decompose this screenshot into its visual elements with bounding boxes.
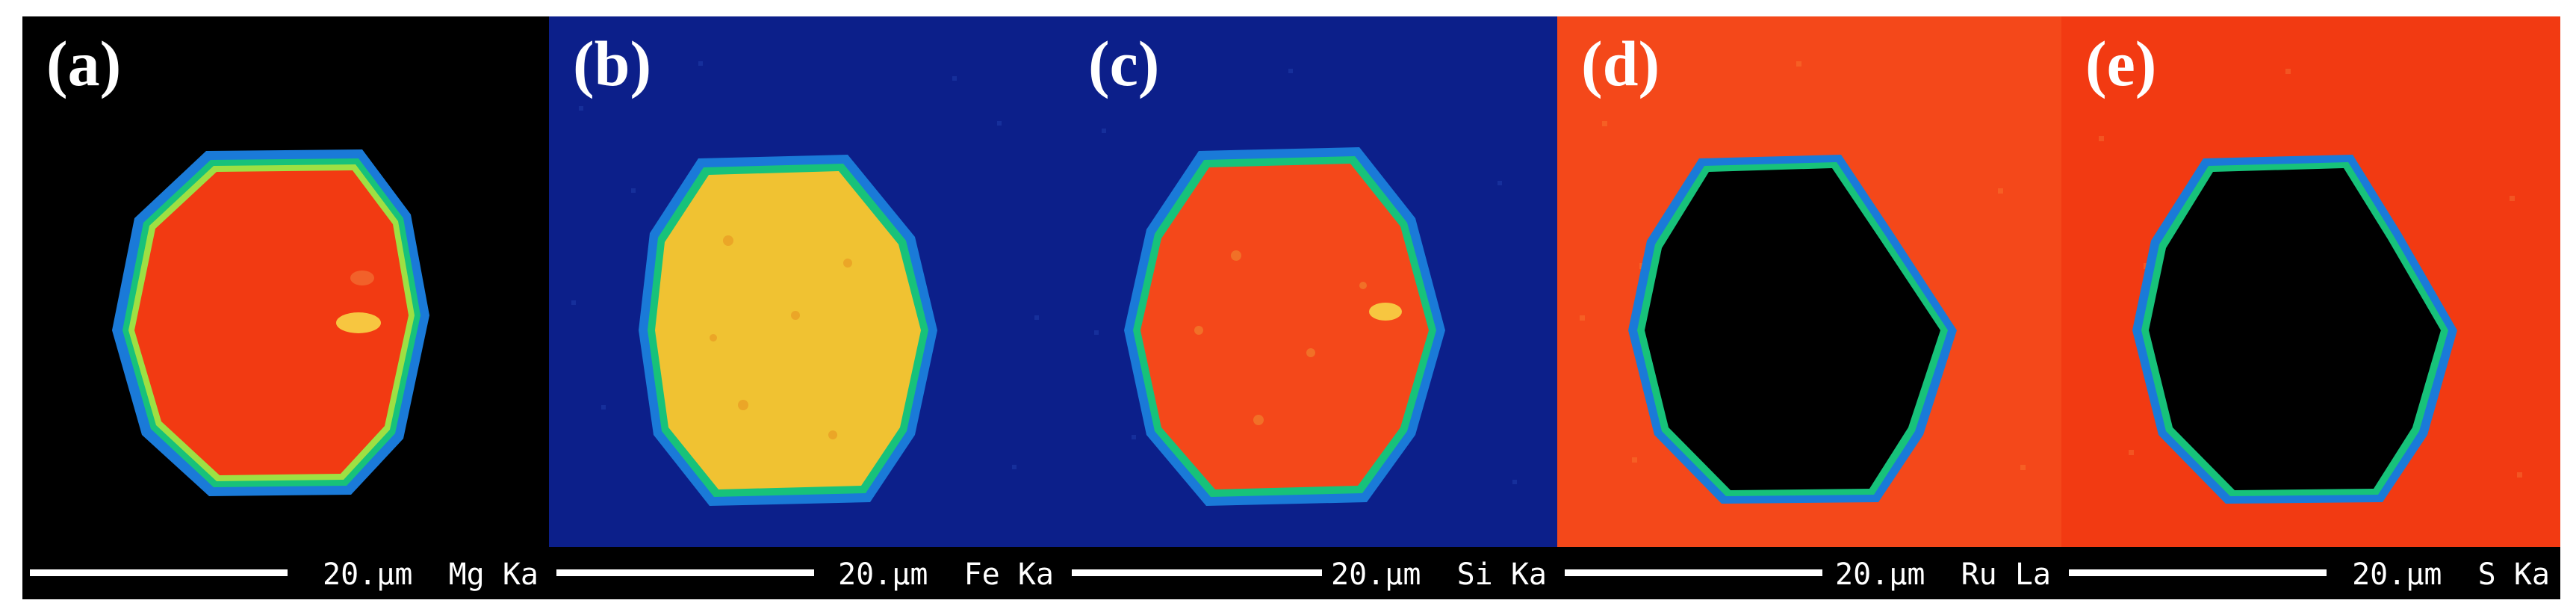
background-noise [571, 61, 1039, 469]
panel-a: (a) 20.µm Mg Ka [22, 16, 549, 599]
scale-bar-label: 20.µm [322, 557, 413, 592]
panel-label: (a) [46, 28, 122, 99]
particle-core [655, 171, 921, 489]
scale-bar-strip: 20.µm Mg Ka [22, 547, 549, 599]
panel-d: (d) 20.µm Ru La [1557, 16, 2061, 599]
scale-bar-strip: 20.µm Ru La [1557, 547, 2061, 599]
scale-bar-label: 20.µm [1834, 557, 1925, 592]
scale-bar [1565, 569, 1822, 576]
panel-b: (b) 20.µm Fe Ka [549, 16, 1064, 599]
particle-speckle [710, 235, 852, 439]
scale-bar [1072, 569, 1322, 576]
scale-bar [30, 569, 288, 576]
particle-core [134, 170, 409, 475]
panel-label: (b) [573, 28, 652, 99]
particle-core [2149, 168, 2441, 490]
panel-label: (d) [1581, 28, 1660, 99]
signal-label: S Ka [2477, 557, 2550, 592]
panel-label: (e) [2085, 28, 2157, 99]
particle-defect [336, 312, 381, 333]
elemental-map-s [2061, 16, 2560, 547]
elemental-map-mg [22, 16, 549, 547]
scale-bar-label: 20.µm [1330, 557, 1421, 592]
elemental-map-si [1064, 16, 1557, 547]
particle-defect [1369, 303, 1402, 321]
particle-core [1140, 164, 1429, 489]
signal-label: Mg Ka [448, 557, 539, 592]
particle-speckle [1194, 250, 1367, 425]
scale-bar [556, 569, 814, 576]
particle-core [1645, 168, 1940, 490]
scale-bar-strip: 20.µm Fe Ka [549, 547, 1064, 599]
scale-bar-strip: 20.µm S Ka [2061, 547, 2560, 599]
scale-bar-label: 20.µm [837, 557, 928, 592]
elemental-map-ru [1557, 16, 2061, 547]
background-noise [1094, 69, 1517, 484]
scale-bar [2069, 569, 2327, 576]
scale-bar-strip: 20.µm Si Ka [1064, 547, 1557, 599]
panel-e: (e) 20.µm S Ka [2061, 16, 2560, 599]
panel-c: (c) 20.µm Si Ka [1064, 16, 1557, 599]
signal-label: Si Ka [1456, 557, 1547, 592]
panel-label: (c) [1088, 28, 1160, 99]
signal-label: Ru La [1961, 557, 2051, 592]
scale-bar-label: 20.µm [2352, 557, 2442, 592]
signal-label: Fe Ka [963, 557, 1054, 592]
elemental-map-fe [549, 16, 1064, 547]
